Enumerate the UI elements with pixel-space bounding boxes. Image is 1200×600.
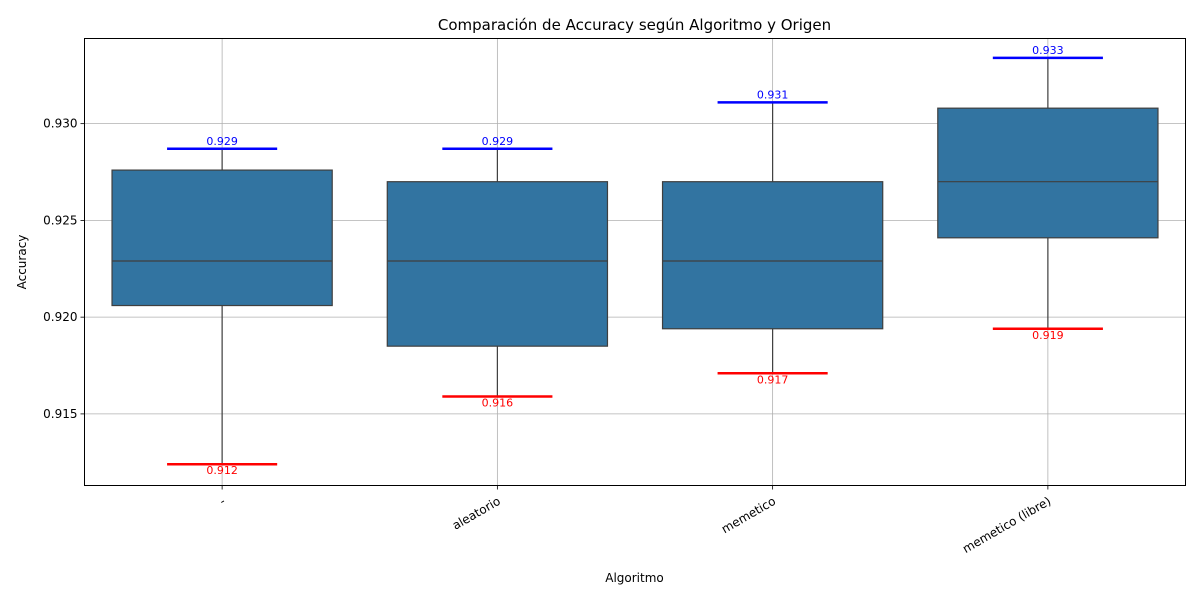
y-tick-label: 0.925	[43, 213, 77, 227]
max-value-label: 0.931	[757, 88, 789, 101]
min-value-label: 0.917	[757, 373, 789, 386]
box-series: 0.929 0.912 0.929 0.916 0.931 0.917 0.933 0.919	[111, 44, 1159, 477]
max-value-label: 0.929	[206, 135, 238, 148]
x-tick-label: aleatorio	[450, 494, 503, 533]
box-group: 0.933 0.919	[937, 44, 1159, 342]
box-group: 0.931 0.917	[661, 88, 884, 386]
max-value-label: 0.929	[482, 135, 514, 148]
box-group: 0.929 0.916	[386, 135, 609, 409]
chart-title: Comparación de Accuracy según Algoritmo …	[438, 16, 831, 34]
x-tick-label: memetico	[719, 494, 778, 536]
min-value-label: 0.916	[482, 396, 514, 409]
y-tick-label: 0.920	[43, 310, 77, 324]
box	[386, 181, 609, 347]
min-value-label: 0.919	[1032, 329, 1064, 342]
box	[111, 169, 333, 307]
y-tick-label: 0.930	[43, 117, 77, 131]
y-tick-label: 0.915	[43, 407, 77, 421]
box	[937, 107, 1159, 239]
plot-frame	[84, 38, 1186, 486]
y-axis-title: Accuracy	[15, 235, 29, 290]
box	[661, 181, 884, 330]
x-axis-title: Algoritmo	[605, 571, 664, 585]
min-value-label: 0.912	[206, 464, 238, 477]
x-tick-label: memetico (libre)	[960, 494, 1053, 556]
x-tick-label: -	[217, 494, 228, 508]
max-value-label: 0.933	[1032, 44, 1064, 57]
box-group: 0.929 0.912	[111, 135, 333, 477]
